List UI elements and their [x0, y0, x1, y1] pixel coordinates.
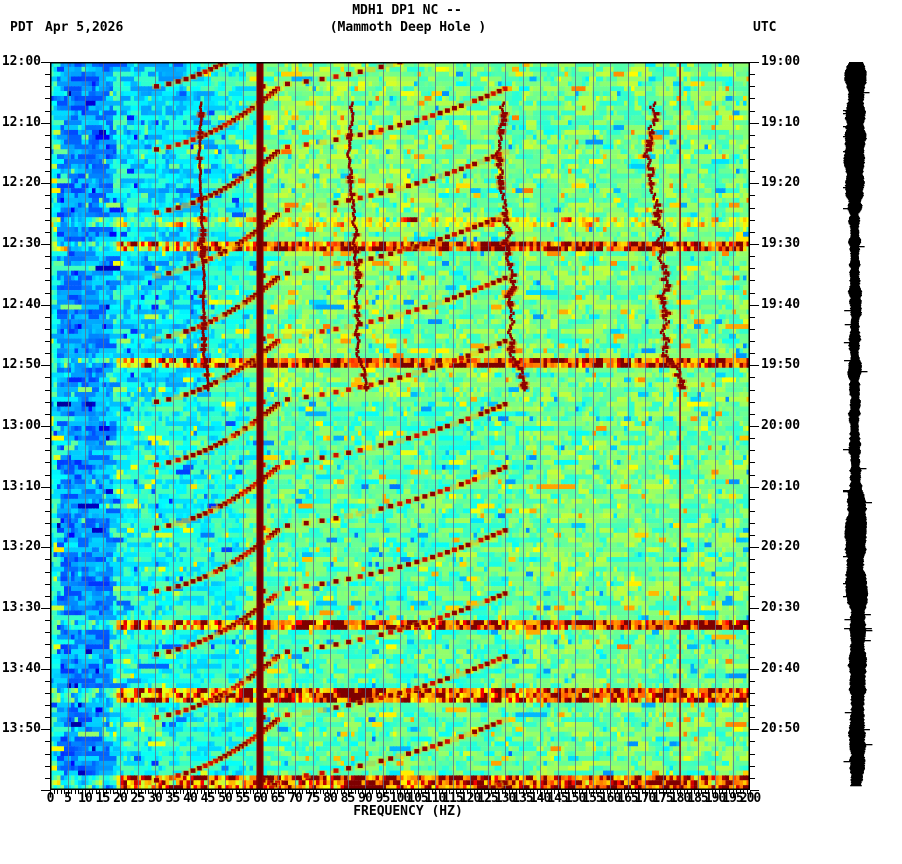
freq-tick-label: 40 — [183, 791, 198, 806]
freq-tick-label: 175 — [652, 791, 674, 806]
time-label-pdt: 13:50 — [1, 721, 41, 737]
time-label-pdt: 12:10 — [1, 114, 41, 130]
time-label-utc: 20:10 — [761, 478, 801, 494]
freq-tick-label: 85 — [340, 791, 356, 806]
freq-tick-label: 45 — [200, 791, 216, 806]
freq-tick-label: 180 — [669, 791, 692, 806]
time-label-pdt: 12:20 — [1, 175, 41, 191]
freq-tick-label: 155 — [582, 791, 604, 806]
time-label-pdt: 12:40 — [1, 296, 41, 312]
time-label-utc: 20:40 — [761, 660, 801, 676]
freq-tick-label: 65 — [270, 791, 286, 806]
time-label-utc: 19:00 — [761, 54, 801, 69]
freq-tick-label: 5 — [64, 791, 72, 806]
amplitude-trace-canvas — [843, 62, 883, 790]
freq-tick-label: 100 — [389, 791, 412, 806]
freq-tick-label: 170 — [634, 791, 657, 806]
freq-tick-label: 10 — [78, 791, 93, 806]
time-label-utc: 19:30 — [761, 236, 801, 251]
freq-tick-label: 105 — [407, 791, 429, 806]
freq-tick-label: 95 — [375, 791, 391, 806]
freq-tick-label: 30 — [148, 791, 163, 806]
freq-tick-label: 20 — [113, 791, 128, 806]
freq-tick-label: 200 — [739, 791, 762, 806]
time-label-utc: 20:00 — [761, 418, 801, 433]
freq-tick-label: 140 — [529, 791, 552, 806]
freq-tick-label: 150 — [564, 791, 587, 806]
time-label-utc: 19:40 — [761, 296, 801, 312]
freq-tick-label: 115 — [442, 791, 464, 806]
time-label-utc: 19:20 — [761, 175, 801, 191]
freq-tick-label: 60 — [253, 791, 268, 806]
time-label-utc: 20:20 — [761, 539, 801, 555]
time-label-pdt: 13:40 — [1, 660, 41, 676]
freq-tick-label: 110 — [424, 791, 447, 806]
freq-tick-label: 0 — [46, 791, 55, 806]
freq-tick-label: 70 — [288, 791, 303, 806]
freq-tick-label: 190 — [704, 791, 727, 806]
freq-tick-label: 15 — [95, 791, 111, 806]
freq-tick-label: 125 — [477, 791, 499, 806]
freq-tick-label: 165 — [617, 791, 639, 806]
freq-tick-label: 130 — [494, 791, 517, 806]
freq-tick-label: 35 — [165, 791, 181, 806]
freq-tick-label: 25 — [130, 791, 146, 806]
freq-tick-label: 75 — [305, 791, 321, 806]
time-label-pdt: 12:30 — [1, 236, 41, 251]
freq-tick-label: 135 — [512, 791, 534, 806]
time-label-utc: 20:50 — [761, 721, 801, 737]
time-label-pdt: 13:10 — [1, 478, 41, 494]
freq-tick-label: 80 — [323, 791, 338, 806]
time-label-pdt: 13:20 — [1, 539, 41, 555]
time-label-utc: 20:30 — [761, 600, 801, 615]
time-label-utc: 19:50 — [761, 357, 801, 373]
freq-tick-label: 195 — [722, 791, 744, 806]
x-axis-title: FREQUENCY (HZ) — [353, 804, 463, 819]
time-label-pdt: 12:00 — [1, 54, 41, 69]
freq-tick-label: 55 — [235, 791, 251, 806]
time-label-utc: 19:10 — [761, 114, 801, 130]
time-label-pdt: 13:00 — [1, 418, 41, 433]
freq-tick-label: 50 — [218, 791, 233, 806]
freq-tick-label: 120 — [459, 791, 482, 806]
freq-tick-label: 145 — [547, 791, 569, 806]
time-label-pdt: 13:30 — [1, 600, 41, 615]
freq-tick-label: 160 — [599, 791, 622, 806]
freq-tick-label: 185 — [687, 791, 709, 806]
freq-tick-label: 90 — [358, 791, 373, 806]
time-label-pdt: 12:50 — [1, 357, 41, 373]
